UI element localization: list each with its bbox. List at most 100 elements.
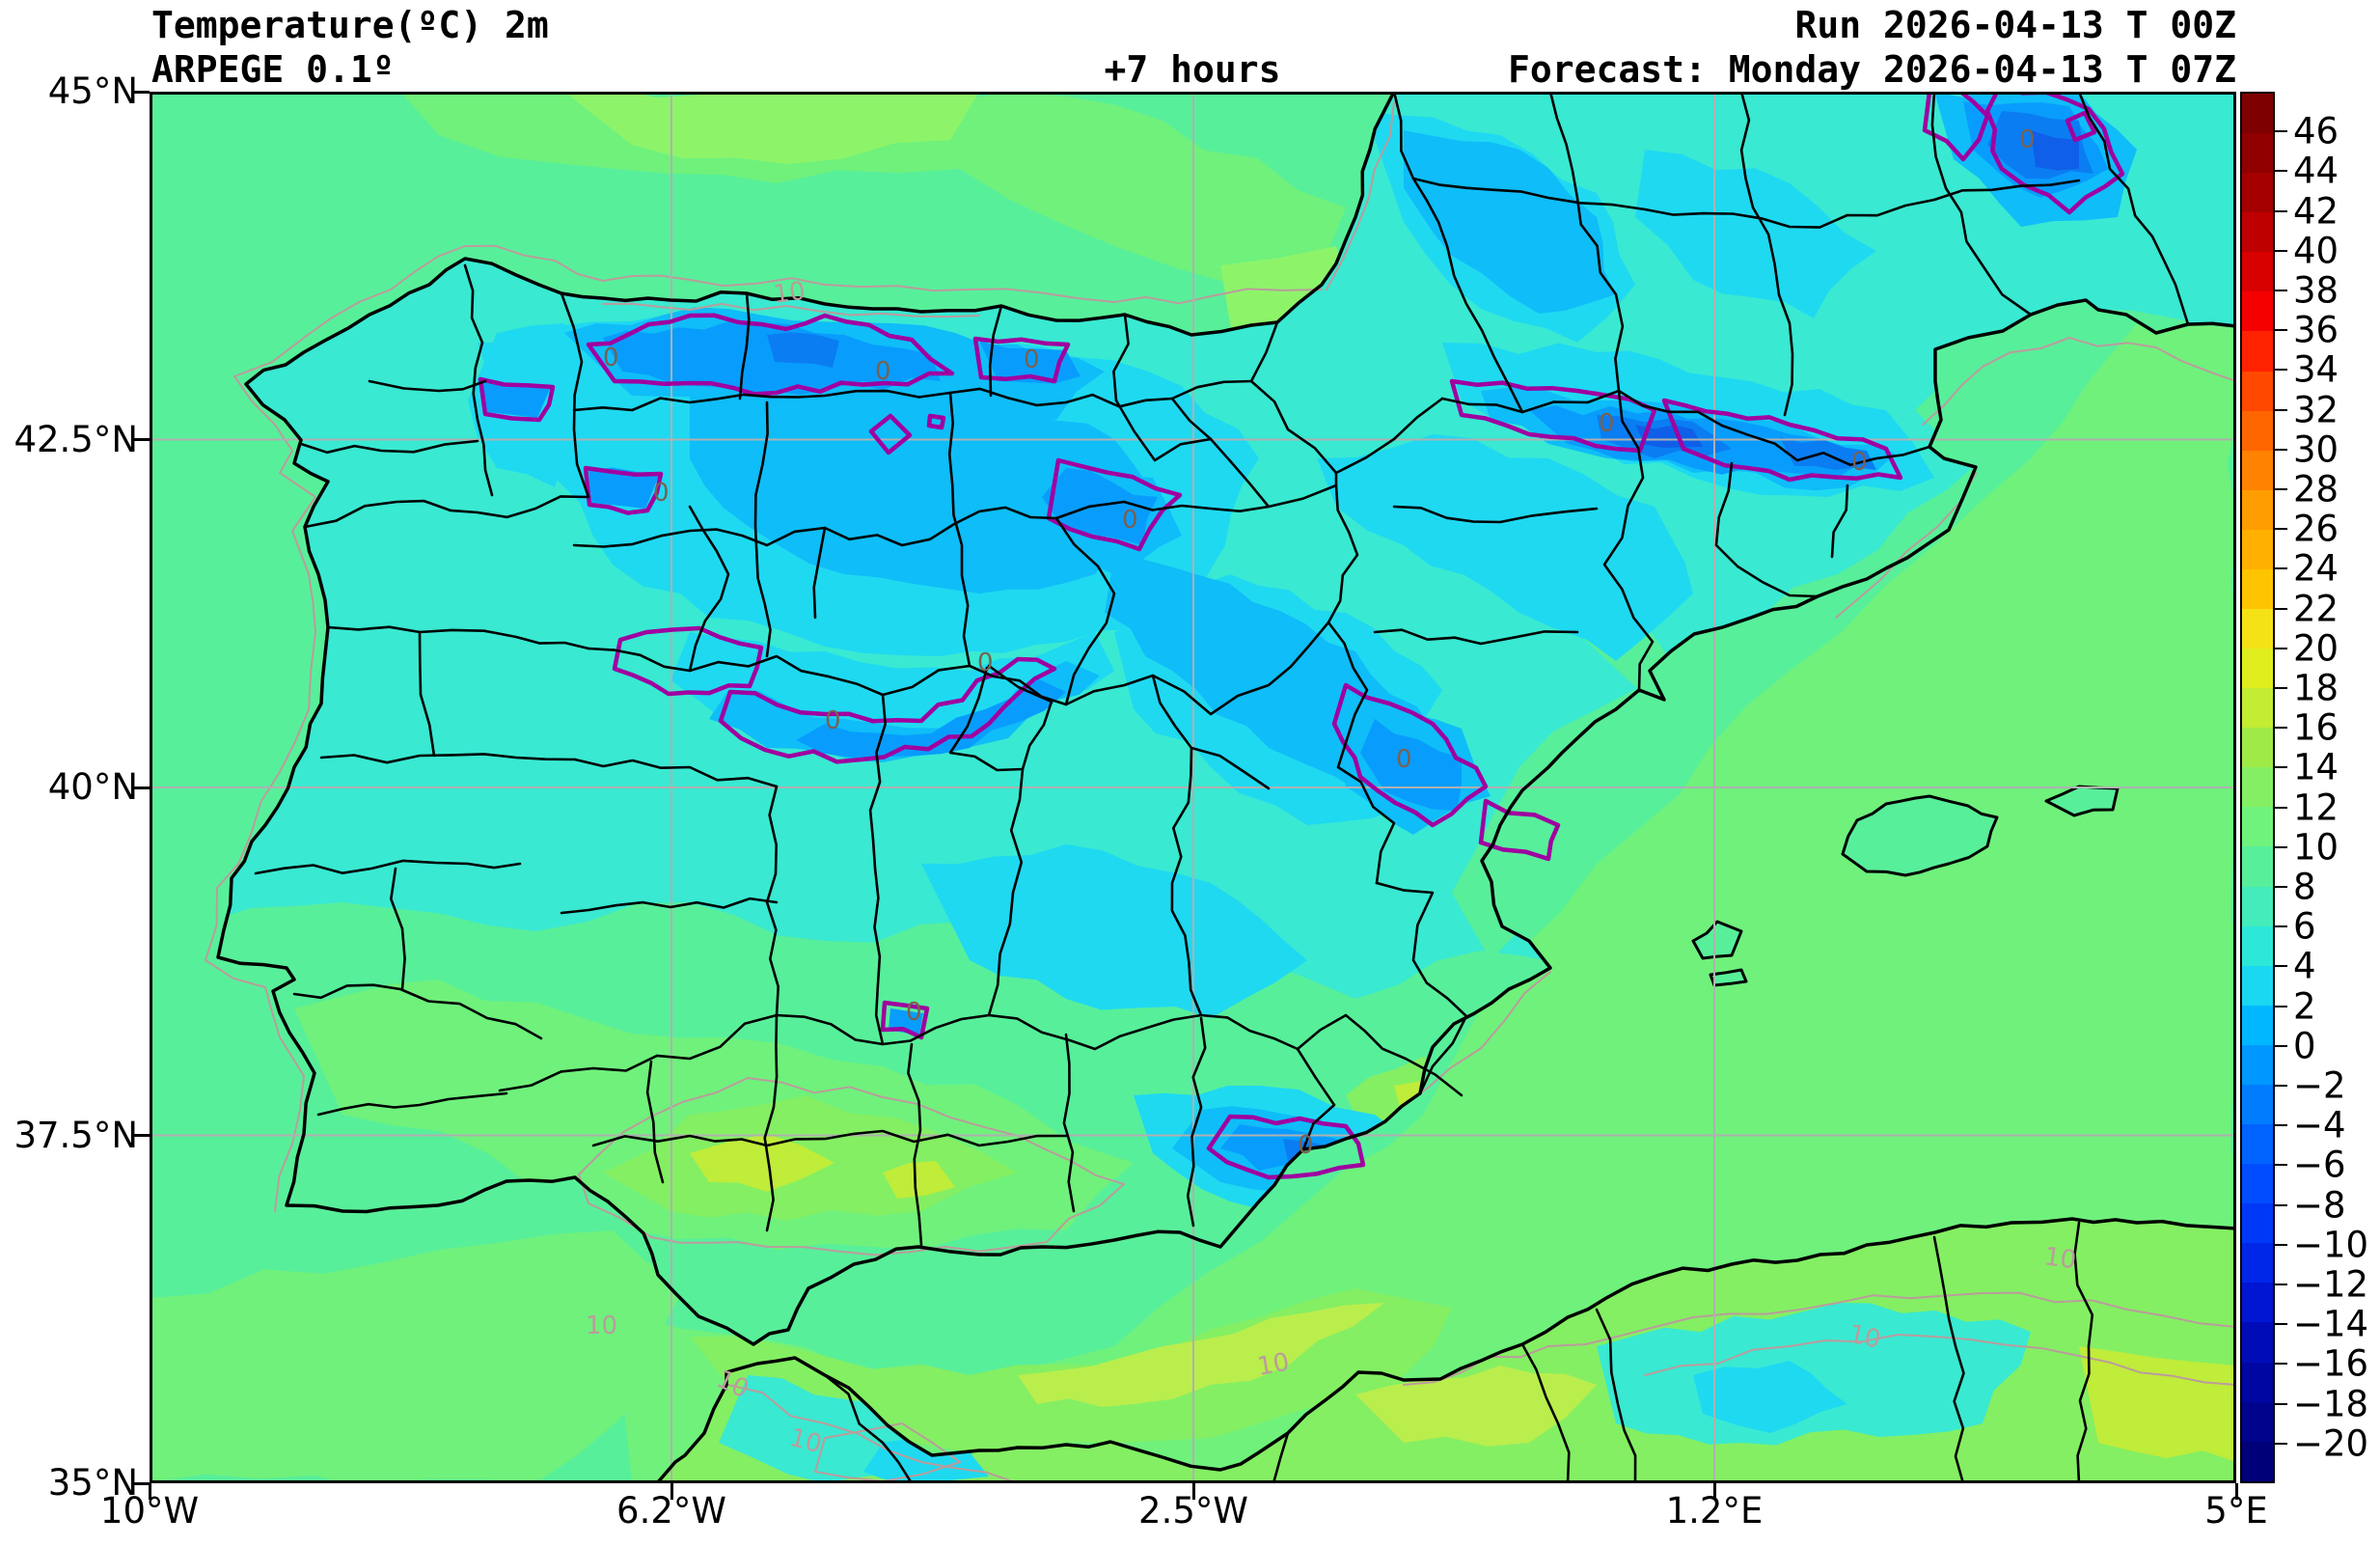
colorbar-segment bbox=[2242, 1322, 2273, 1363]
colorbar-tick-label: −20 bbox=[2293, 1422, 2369, 1465]
colorbar-tick-label: 38 bbox=[2293, 269, 2339, 312]
colorbar-tick bbox=[2275, 369, 2287, 372]
province-borders-path bbox=[765, 785, 780, 1017]
contour-value-label: 10 bbox=[1847, 1320, 1884, 1355]
province-borders-path bbox=[1114, 399, 1213, 462]
colorbar-tick bbox=[2275, 766, 2287, 769]
colorbar-tick bbox=[2275, 448, 2287, 451]
colorbar-tick-label: 20 bbox=[2293, 627, 2339, 670]
province-borders-path bbox=[948, 664, 1053, 772]
ten-isotherm-contours-path bbox=[1326, 100, 1395, 290]
colorbar-tick-label: 24 bbox=[2293, 547, 2339, 590]
province-borders-path bbox=[1327, 483, 1396, 885]
province-borders-path bbox=[573, 758, 779, 788]
colorbar-tick bbox=[2275, 408, 2287, 411]
colorbar-tick-label: 42 bbox=[2293, 190, 2339, 233]
colorbar-tick-label: −16 bbox=[2293, 1342, 2369, 1385]
colorbar-tick bbox=[2275, 209, 2287, 212]
province-borders-path bbox=[1411, 177, 2081, 229]
temperature-fill-region bbox=[1042, 468, 1158, 545]
contour-value-label: 0 bbox=[825, 706, 841, 735]
colorbar-tick bbox=[2275, 1402, 2287, 1405]
plot-border bbox=[150, 92, 2236, 1483]
coastline bbox=[216, 92, 2236, 1483]
temperature-fill-region bbox=[2031, 130, 2079, 171]
island bbox=[1691, 920, 1743, 960]
province-borders-path bbox=[645, 1060, 665, 1184]
contour-value-label: 0 bbox=[1122, 506, 1138, 535]
contour-value-label: 0 bbox=[653, 479, 670, 508]
model-label: ARPEGE 0.1º bbox=[151, 48, 395, 91]
contour-value-label: 0 bbox=[977, 649, 994, 677]
contour-value-label: 10 bbox=[1255, 1348, 1292, 1382]
colorbar-segment bbox=[2242, 1084, 2273, 1125]
island bbox=[1841, 794, 1999, 877]
province-borders-path bbox=[560, 291, 590, 499]
temperature-fill-region bbox=[1693, 1361, 1847, 1433]
y-axis-tick bbox=[134, 786, 150, 789]
colorbar-segment bbox=[2242, 925, 2273, 966]
colorbar-tick bbox=[2275, 249, 2287, 252]
iberia-coastline bbox=[216, 92, 2236, 1346]
zero-isotherm-contours-path bbox=[868, 413, 913, 456]
colorbar-tick-label: 30 bbox=[2293, 428, 2339, 471]
zero-isotherm-contours-path bbox=[1331, 682, 1489, 828]
zero-isotherm-contours-path bbox=[583, 465, 664, 515]
province-borders-path bbox=[812, 526, 827, 620]
y-axis-tick-label: 42.5°N bbox=[14, 418, 138, 460]
y-axis-tick-label: 37.5°N bbox=[14, 1114, 138, 1156]
colorbar-tick bbox=[2275, 1442, 2287, 1445]
x-axis-tick bbox=[2234, 1483, 2238, 1500]
province-borders-path bbox=[498, 1013, 1464, 1097]
province-borders-path bbox=[254, 859, 522, 875]
contour-value-label: 10 bbox=[586, 1311, 617, 1340]
colorbar-segment bbox=[2242, 688, 2273, 729]
colorbar-segment bbox=[2242, 1203, 2273, 1244]
province-borders-path bbox=[688, 505, 730, 673]
province-borders-path bbox=[1054, 516, 1116, 706]
colorbar-tick-label: 12 bbox=[2293, 787, 2339, 829]
colorbar-segment bbox=[2242, 212, 2273, 253]
lead-time-label: +7 hours bbox=[1104, 48, 1281, 91]
contour-value-label: 0 bbox=[2019, 125, 2036, 154]
temperature-fill-region bbox=[883, 1161, 955, 1199]
zero-isotherm-contours-path bbox=[972, 336, 1071, 384]
colorbar-segment bbox=[2242, 1005, 2273, 1045]
colorbar-tick bbox=[2275, 1323, 2287, 1326]
colorbar-segment bbox=[2242, 1441, 2273, 1481]
temperature-fill-region bbox=[1635, 425, 1703, 448]
temperature-fill-region bbox=[1780, 437, 1876, 470]
province-borders-path bbox=[1830, 483, 1849, 559]
colorbar-segment bbox=[2242, 291, 2273, 332]
temperature-fill-region bbox=[767, 332, 839, 368]
colorbar-tick bbox=[2275, 1243, 2287, 1246]
contour-value-label: 0 bbox=[1298, 1131, 1314, 1160]
province-borders-path bbox=[1375, 881, 1468, 1095]
temperature-fill-region bbox=[796, 678, 1066, 758]
colorbar-tick-label: 40 bbox=[2293, 230, 2339, 272]
colorbar-tick bbox=[2275, 1284, 2287, 1285]
colorbar-tick-label: 44 bbox=[2293, 150, 2339, 192]
contour-value-label: 10 bbox=[772, 277, 807, 310]
y-axis-tick bbox=[134, 438, 150, 441]
colorbar-tick bbox=[2275, 925, 2287, 928]
colorbar-tick-label: 46 bbox=[2293, 110, 2339, 152]
forecast-label: Forecast: Monday 2026-04-13 T 07Z bbox=[1508, 48, 2236, 91]
zero-isotherm-contours-path bbox=[2065, 110, 2097, 143]
colorbar-tick-label: −18 bbox=[2293, 1383, 2369, 1425]
temperature-fill-region bbox=[1355, 1366, 1597, 1447]
colorbar-tick bbox=[2275, 290, 2287, 291]
colorbar-tick bbox=[2275, 1124, 2287, 1127]
colorbar-segment bbox=[2242, 371, 2273, 411]
province-borders-path bbox=[988, 304, 1003, 398]
zero-isotherm-contours-path bbox=[1449, 378, 1657, 454]
zero-isotherm-contours-path bbox=[1046, 457, 1183, 552]
province-borders-path bbox=[1520, 1342, 1571, 1483]
colorbar-tick-label: 10 bbox=[2293, 826, 2339, 869]
colorbar-segment bbox=[2242, 1164, 2273, 1204]
colorbar-tick-label: 8 bbox=[2293, 866, 2316, 908]
ten-isotherm-contours-path bbox=[205, 244, 1323, 1212]
colorbar-segment bbox=[2242, 1044, 2273, 1085]
contour-value-label: 0 bbox=[1599, 409, 1615, 438]
